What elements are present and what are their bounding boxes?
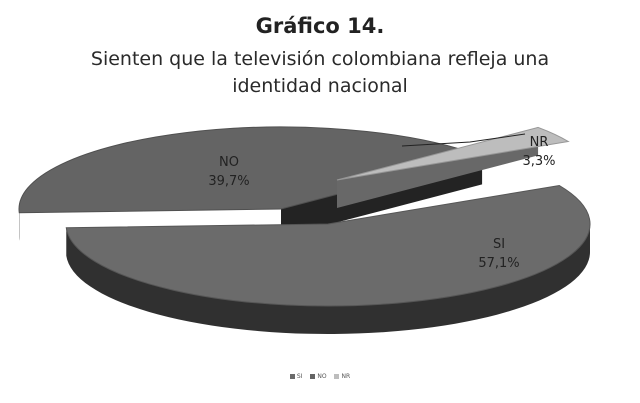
slice-si-value: 57,1% <box>478 256 519 271</box>
slice-nr-value: 3,3% <box>522 154 555 169</box>
slice-no-top <box>18 126 484 214</box>
legend-label-nr: NR <box>341 373 351 380</box>
slice-si-name: SI <box>493 237 505 252</box>
slice-nr-name: NR <box>530 135 549 150</box>
legend-item-si: SI <box>289 373 303 380</box>
slice-nr-top <box>336 126 570 181</box>
chart-title: Gráfico 14. <box>255 14 385 38</box>
slice-si-top <box>65 184 591 307</box>
nr-leader-line <box>401 133 526 147</box>
legend-swatch-no <box>310 374 316 379</box>
chart-subtitle: Sienten que la televisión colombiana ref… <box>90 48 550 97</box>
legend-item-no: NO <box>310 373 327 380</box>
slice-no-value: 39,7% <box>208 174 249 189</box>
chart-legend: SI NO NR <box>0 373 640 380</box>
slice-si <box>65 184 591 335</box>
slice-nr <box>336 126 570 208</box>
legend-swatch-si <box>289 374 295 379</box>
legend-label-no: NO <box>317 373 327 380</box>
legend-item-nr: NR <box>334 373 350 380</box>
slice-si-side <box>66 224 591 335</box>
legend-label-si: SI <box>296 373 303 380</box>
legend-swatch-nr <box>334 374 340 379</box>
slice-no-name: NO <box>219 155 239 170</box>
